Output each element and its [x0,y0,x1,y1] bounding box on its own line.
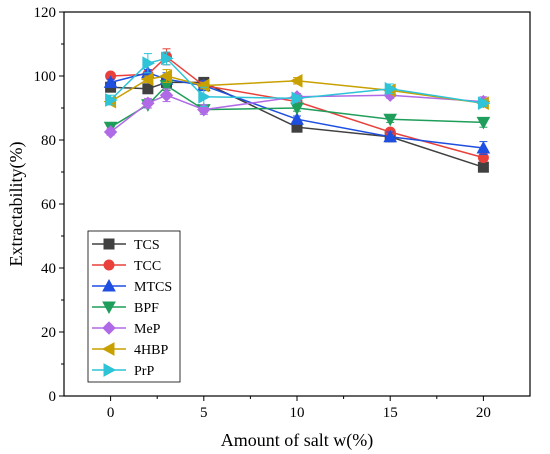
data-point [384,81,398,96]
data-point [477,96,491,111]
y-tick-label: 0 [49,389,57,405]
y-tick-label: 80 [41,133,56,149]
legend-item-prp: PrP [92,363,154,379]
x-tick-label: 10 [290,405,305,421]
data-point [105,93,118,107]
series-prp [105,51,491,111]
y-tick-label: 60 [41,197,56,213]
x-tick-label: 15 [383,405,398,421]
x-axis-title: Amount of salt w(%) [221,430,373,451]
legend-marker [103,238,115,250]
data-point [103,75,118,88]
legend-label: TCS [134,238,160,253]
data-point [198,89,211,104]
data-point [141,96,155,110]
data-point [103,125,118,139]
legend-item-tcs: TCS [92,238,160,253]
legend-marker [102,301,116,315]
data-point [383,129,398,143]
data-point [159,69,173,83]
axes: 0 5 10 15 20 0 20 40 60 80 100 120 [34,5,531,421]
y-tick-label: 120 [34,5,57,21]
y-tick-label: 100 [34,69,57,85]
legend-marker [103,363,117,377]
legend-label: BPF [134,301,159,316]
legend-item-mep: MeP [92,321,161,337]
legend-item-tcc: TCC [92,259,161,274]
legend-marker [102,321,116,335]
x-tick-label: 0 [107,405,115,421]
data-point [140,72,154,87]
data-point [290,112,304,125]
legend-item-4hbp: 4HBP [92,342,168,358]
legend-label: MTCS [134,280,172,295]
legend-item-mtcs: MTCS [92,278,172,295]
data-point [142,83,154,95]
data-point [142,56,155,71]
data-point [476,116,491,130]
plot-area [103,48,491,173]
legend-label: TCC [134,259,161,274]
legend-marker [102,278,116,292]
y-axis-title: Extractability(%) [6,142,27,267]
legend-marker [103,259,115,271]
data-point [476,140,491,154]
data-point [291,91,305,106]
legend-label: PrP [134,364,154,379]
data-point [477,161,489,173]
data-point [159,88,174,102]
legend-label: 4HBP [134,343,168,358]
legend-item-bpf: BPF [92,301,159,316]
legend: TCS TCC MTCS BPF MeP 4HBP PrP [87,230,181,383]
data-point [383,113,398,127]
legend-marker [101,342,115,356]
x-tick-label: 5 [200,405,208,421]
data-point [289,73,303,88]
y-tick-label: 20 [41,325,56,341]
y-tick-label: 40 [41,261,56,277]
legend-label: MeP [134,322,161,337]
data-point [161,51,174,66]
x-tick-label: 20 [476,405,491,421]
